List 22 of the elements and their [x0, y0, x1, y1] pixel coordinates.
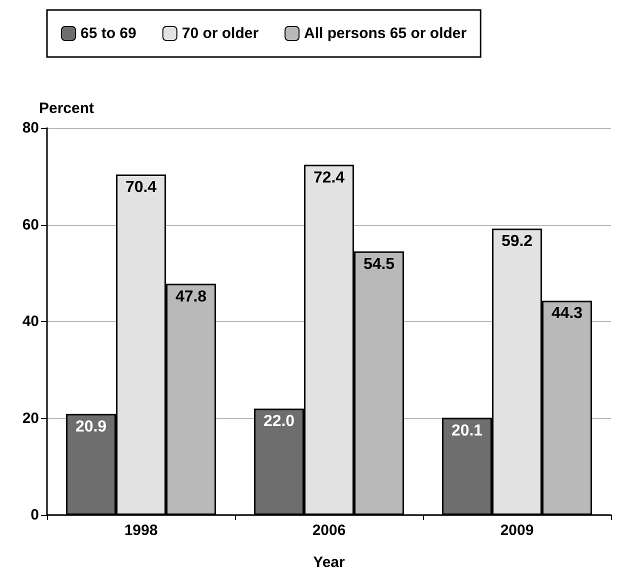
data-label: 22.0 — [263, 413, 295, 430]
data-label: 20.9 — [75, 418, 107, 436]
data-label: 54.5 — [363, 256, 395, 273]
data-label: 59.2 — [501, 233, 533, 250]
y-tick-label: 40 — [22, 313, 39, 330]
y-tick-label: 20 — [22, 410, 39, 427]
y-axis-title: Percent — [39, 100, 94, 117]
data-label: 70.4 — [125, 178, 157, 196]
legend-label: 65 to 69 — [80, 25, 136, 42]
y-tick-label: 60 — [22, 216, 39, 234]
legend-label: 70 or older — [182, 25, 259, 42]
data-label: 72.4 — [313, 169, 345, 186]
x-axis-title: Year — [313, 554, 346, 571]
data-label: 47.8 — [175, 288, 207, 306]
x-tick-label: 1998 — [124, 522, 158, 539]
y-tick-label: 80 — [22, 120, 39, 136]
data-label: 44.3 — [551, 305, 583, 322]
legend-label: All persons 65 or older — [304, 25, 467, 42]
x-tick-label: 2009 — [500, 522, 534, 539]
data-label: 20.1 — [451, 422, 483, 440]
x-tick-label: 2006 — [312, 522, 346, 539]
y-tick-label: 0 — [30, 506, 39, 524]
